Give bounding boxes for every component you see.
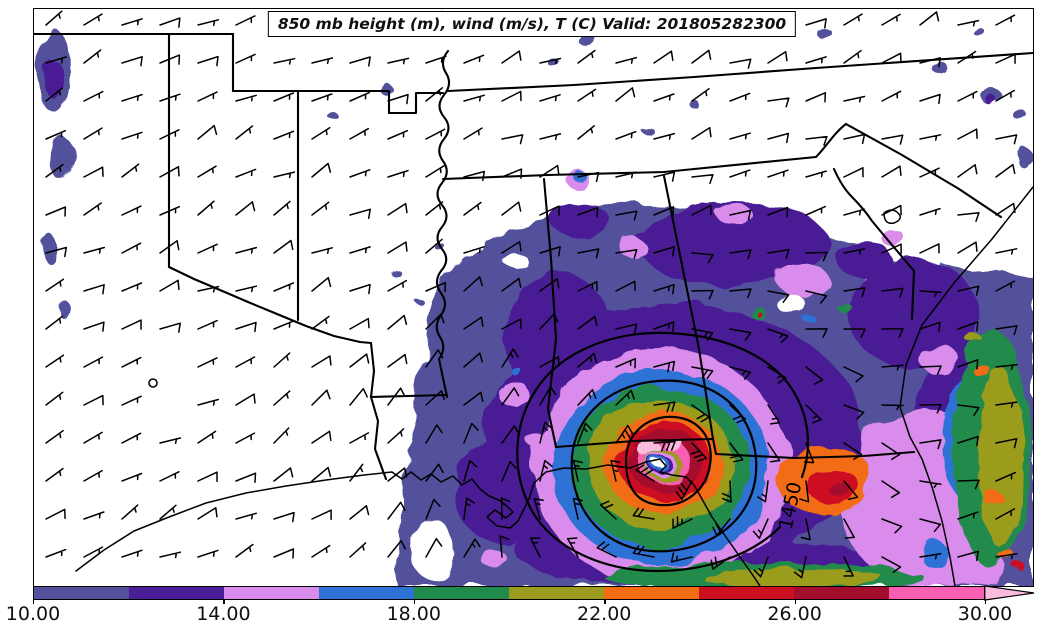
colorbar-tickmark (413, 600, 416, 604)
colorbar-segment-20-22 (509, 587, 604, 599)
colorbar-segment-22-24 (604, 587, 699, 599)
colorbar-tickmark (223, 600, 225, 604)
colorbar-segment-14-16 (224, 587, 319, 599)
colorbar-segment-18-20 (414, 587, 509, 599)
colorbar-tickmark (985, 600, 987, 604)
colorbar-segment-26-28 (794, 587, 889, 599)
colorbar-tickmark (33, 600, 35, 604)
colorbar-segment-28-30 (889, 587, 984, 599)
colorbar-segment-16-18 (319, 587, 414, 599)
plot-title: 850 mb height (m), wind (m/s), T (C) Val… (277, 15, 787, 33)
colorbar-tick-label: 30.00 (957, 603, 1013, 625)
wind-barbs (45, 10, 1018, 579)
colorbar-segment-10-12 (34, 587, 129, 599)
colorbar-tick-label: 26.00 (767, 603, 822, 625)
colorbar (33, 586, 985, 600)
colorbar-tickmark (604, 600, 606, 604)
calm-wind-icon (148, 378, 158, 388)
colorbar-tick-label: 10.00 (5, 603, 61, 625)
temperature-fill-layer (38, 25, 1033, 586)
wind-barb-layer (45, 10, 1018, 579)
map-axes: 1450 (33, 8, 1034, 587)
colorbar-extend-arrow (984, 585, 1035, 601)
colorbar-tick-label: 22.00 (576, 603, 632, 625)
colorbar-tick-label: 14.00 (196, 603, 251, 625)
state-borders (34, 32, 1033, 481)
colorbar-tick-label: 18.00 (386, 603, 441, 625)
colorbar-segment-12-14 (129, 587, 224, 599)
colorbar-tickmark (794, 600, 796, 604)
map-plot: 1450 (34, 10, 1033, 586)
colorbar-segment-24-26 (699, 587, 794, 599)
title-box: 850 mb height (m), wind (m/s), T (C) Val… (267, 11, 797, 37)
